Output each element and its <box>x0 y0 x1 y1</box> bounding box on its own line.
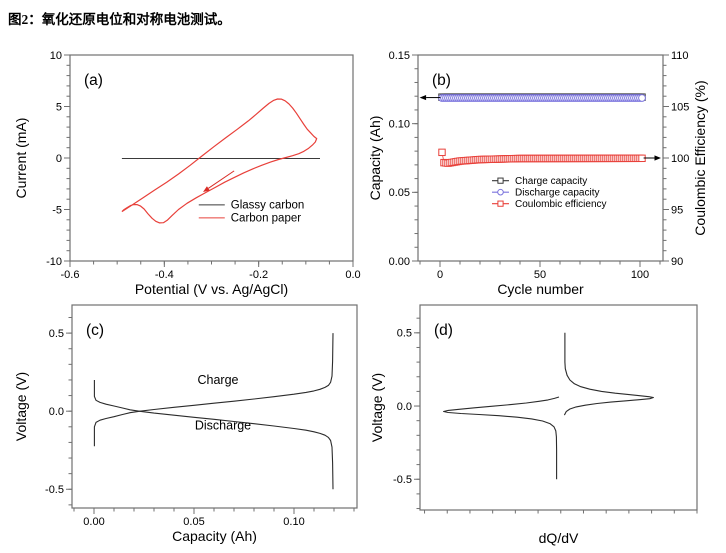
panel-label-c: (c) <box>86 322 104 339</box>
svg-text:0.00: 0.00 <box>389 256 410 268</box>
svg-text:0.0: 0.0 <box>345 269 360 281</box>
svg-text:50: 50 <box>534 269 546 281</box>
svg-text:Potential (V vs. Ag/AgCl): Potential (V vs. Ag/AgCl) <box>135 281 288 297</box>
figure-title: 图2：氧化还原电位和对称电池测试。 <box>8 12 231 27</box>
chart-a: -0.6 -0.4 -0.2 0.0 -10 -5 0 5 10 Potential (V vs.… <box>13 50 361 297</box>
svg-text:Voltage (V): Voltage (V) <box>369 373 385 442</box>
svg-text:100: 100 <box>631 269 649 281</box>
svg-text:(d): (d) <box>434 322 453 339</box>
arrow-annotation <box>203 170 235 192</box>
arrow-annotation <box>643 155 661 161</box>
svg-text:-10: -10 <box>46 256 62 268</box>
chart-b: 0 50 100 0.00 0.05 0.10 0.15 90 95 100 105 110 Coulo… <box>367 50 708 297</box>
svg-text:0.5: 0.5 <box>49 328 64 340</box>
svg-text:0.0: 0.0 <box>49 406 64 418</box>
svg-text:95: 95 <box>671 204 683 216</box>
svg-text:0.05: 0.05 <box>389 187 410 199</box>
svg-text:-0.5: -0.5 <box>393 474 412 486</box>
series-discharge-branch <box>443 396 560 480</box>
svg-text:Discharge: Discharge <box>195 419 251 433</box>
series-discharge-capacity <box>438 94 646 102</box>
axes-c: 0.00 0.05 0.10 -0.5 0.0 0.5 Capacity (Ah) Volta… <box>13 304 358 544</box>
svg-text:-0.4: -0.4 <box>155 269 174 281</box>
axes-b: 0 50 100 0.00 0.05 0.10 0.15 90 95 100 105 110 Coulo… <box>367 50 708 297</box>
svg-text:Current (mA): Current (mA) <box>13 118 29 199</box>
svg-text:90: 90 <box>671 256 683 268</box>
panel-label-d: (d) <box>434 322 453 339</box>
svg-text:Glassy carbon: Glassy carbon <box>231 199 305 211</box>
svg-text:Coulombic Efficiency (%): Coulombic Efficiency (%) <box>692 80 708 235</box>
svg-text:10: 10 <box>50 50 62 62</box>
svg-text:105: 105 <box>671 101 689 113</box>
svg-text:0.5: 0.5 <box>397 328 412 340</box>
svg-text:(b): (b) <box>432 72 451 89</box>
series-discharge <box>93 380 334 490</box>
svg-text:0.0: 0.0 <box>397 401 412 413</box>
svg-text:-0.5: -0.5 <box>45 484 64 496</box>
series-carbon-paper <box>121 98 318 224</box>
series-charge <box>93 333 334 447</box>
svg-text:0: 0 <box>56 153 62 165</box>
svg-text:Capacity (Ah): Capacity (Ah) <box>367 116 383 201</box>
svg-text:-0.2: -0.2 <box>249 269 268 281</box>
svg-text:0.10: 0.10 <box>389 118 410 130</box>
series-coulombic-efficiency <box>438 148 646 167</box>
svg-text:100: 100 <box>671 153 689 165</box>
svg-text:Charge: Charge <box>198 373 239 387</box>
svg-text:Charge capacity: Charge capacity <box>515 176 587 187</box>
svg-text:0.10: 0.10 <box>283 516 304 528</box>
svg-text:Cycle number: Cycle number <box>497 281 584 297</box>
text-annotation-charge: Charge <box>198 373 239 387</box>
panel-label-a: (a) <box>84 72 103 89</box>
svg-text:Discharge capacity: Discharge capacity <box>515 188 599 199</box>
text-annotation-discharge: Discharge <box>195 419 251 433</box>
svg-text:dQ/dV: dQ/dV <box>539 530 579 546</box>
svg-text:-5: -5 <box>52 204 62 216</box>
chart-d: -0.5 0.0 0.5 dQ/dV Voltage (V) (d) <box>369 304 698 546</box>
svg-text:Carbon paper: Carbon paper <box>231 212 301 224</box>
svg-text:(a): (a) <box>84 72 103 89</box>
svg-text:Capacity (Ah): Capacity (Ah) <box>172 528 257 544</box>
svg-text:0.15: 0.15 <box>389 50 410 62</box>
axes-d: -0.5 0.0 0.5 dQ/dV Voltage (V) <box>369 304 698 546</box>
arrow-annotation <box>419 94 441 101</box>
svg-text:Coulombic efficiency: Coulombic efficiency <box>515 199 607 210</box>
svg-text:110: 110 <box>671 50 689 62</box>
svg-text:-0.6: -0.6 <box>61 269 80 281</box>
svg-text:5: 5 <box>56 101 62 113</box>
svg-text:0.00: 0.00 <box>83 516 104 528</box>
series-charge-branch <box>563 332 654 416</box>
axes-a: -0.6 -0.4 -0.2 0.0 -10 -5 0 5 10 Potential (V vs.… <box>13 50 361 297</box>
svg-text:0.05: 0.05 <box>183 516 204 528</box>
svg-text:(c): (c) <box>86 322 104 339</box>
svg-text:0: 0 <box>437 269 443 281</box>
svg-text:Voltage (V): Voltage (V) <box>13 372 29 441</box>
chart-c: 0.00 0.05 0.10 -0.5 0.0 0.5 Capacity (Ah) Volta… <box>13 304 358 544</box>
panel-label-b: (b) <box>432 72 451 89</box>
